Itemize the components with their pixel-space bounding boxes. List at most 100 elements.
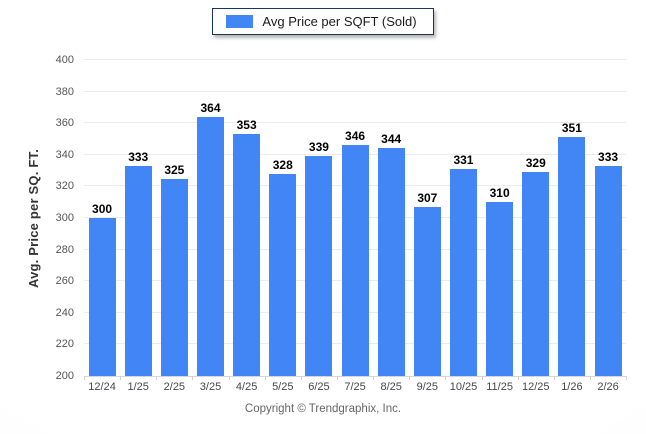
x-axis-baseline [84, 376, 626, 377]
x-tick-label: 7/25 [344, 381, 366, 393]
bar-slot: 333 [590, 151, 626, 376]
bar-slot: 346 [337, 130, 373, 376]
x-tick-label: 1/26 [561, 381, 583, 393]
x-tick [230, 376, 266, 380]
bar [377, 148, 405, 376]
x-tick [555, 376, 591, 380]
bar [341, 145, 369, 376]
bar-value-label: 353 [236, 118, 257, 133]
x-tick [85, 376, 122, 380]
y-tick-label: 380 [55, 85, 74, 98]
x-tick-label: 5/25 [272, 381, 294, 393]
bar-value-label: 310 [489, 186, 510, 201]
bar [124, 165, 152, 376]
y-tick-label: 360 [55, 117, 74, 130]
bar [594, 165, 622, 376]
y-tick-label: 240 [55, 306, 74, 319]
bar [88, 218, 116, 376]
bar-value-label: 339 [308, 140, 329, 155]
y-tick-label: 320 [55, 180, 74, 193]
y-tick-label: 300 [55, 212, 74, 224]
bar [413, 206, 441, 376]
x-tick-label: 6/25 [308, 381, 330, 393]
x-tick [302, 376, 338, 380]
bar-value-label: 329 [525, 156, 546, 171]
legend-swatch-icon [226, 15, 254, 28]
bar [269, 173, 297, 376]
x-tick-label: 9/25 [416, 381, 439, 393]
x-tick-label: 2/25 [163, 381, 186, 393]
x-tick-label: 4/25 [235, 381, 258, 393]
y-tick-label: 280 [55, 243, 74, 256]
x-axis-ticks [84, 376, 628, 380]
x-tick-label: 3/25 [199, 381, 222, 393]
y-tick-label: 340 [55, 148, 74, 161]
bar-value-label: 364 [200, 100, 221, 115]
x-tick [519, 376, 555, 380]
bar-slot: 344 [373, 133, 409, 376]
x-tick [483, 376, 519, 380]
gridline [84, 122, 626, 124]
x-tick [410, 376, 447, 380]
x-tick [193, 376, 230, 380]
bar-value-label: 344 [381, 132, 402, 147]
x-tick [374, 376, 411, 380]
x-tick-label: 1/25 [127, 381, 149, 393]
bar-slot: 351 [554, 122, 590, 376]
x-tick-label: 10/25 [449, 381, 478, 393]
bar [558, 137, 586, 376]
bar [305, 156, 333, 376]
bar-value-label: 331 [453, 153, 474, 168]
y-tick-label: 400 [55, 54, 74, 66]
gridline [84, 90, 626, 92]
bar-slot: 328 [265, 159, 301, 376]
bar-slot: 300 [84, 203, 120, 376]
y-tick-label: 220 [55, 338, 74, 351]
legend-wrap: Avg Price per SQFT (Sold) [0, 8, 646, 35]
y-axis-title: Avg. Price per SQ. FT. [26, 148, 41, 288]
bars-container: 300 333 325 364 353 328 339 346 344 307 331 310 329 3… [84, 60, 626, 376]
bar [486, 202, 514, 376]
x-tick [121, 376, 158, 380]
bar-slot: 339 [301, 141, 337, 376]
bar-value-label: 346 [345, 129, 366, 144]
footer-copyright: Copyright © Trendgraphix, Inc. [244, 403, 402, 415]
y-axis-labels: 200 220 240 260 280 300 320 340 360 380 400 [42, 54, 78, 382]
bar [449, 169, 477, 376]
bar-value-label: 351 [561, 121, 582, 136]
plot-area: 300 333 325 364 353 328 339 346 344 307 331 310 329 3… [84, 59, 626, 377]
bar-value-label: 328 [272, 157, 293, 172]
bar-value-label: 307 [417, 190, 438, 205]
x-tick-label: 11/25 [486, 381, 513, 393]
x-tick [338, 376, 375, 380]
bar-slot: 310 [482, 187, 518, 376]
x-tick [157, 376, 194, 380]
bar-slot: 364 [192, 102, 228, 376]
bar-value-label: 300 [92, 202, 113, 216]
x-tick-label: 12/25 [521, 381, 550, 393]
x-tick [591, 376, 628, 380]
bar-value-label: 333 [598, 149, 619, 164]
bar-slot: 331 [445, 154, 481, 376]
bar-slot: 329 [518, 157, 554, 376]
bar-slot: 307 [409, 192, 445, 376]
bar-slot: 353 [229, 119, 265, 376]
bar-value-label: 325 [164, 162, 185, 177]
bar [160, 178, 188, 376]
x-tick-label: 8/25 [380, 381, 402, 393]
bar [233, 134, 261, 376]
gridline [84, 59, 626, 60]
y-tick-label: 200 [55, 370, 74, 382]
x-tick [446, 376, 483, 380]
y-tick-label: 260 [55, 275, 74, 288]
legend-label: Avg Price per SQFT (Sold) [262, 14, 417, 29]
bar-slot: 333 [120, 151, 156, 376]
x-tick [266, 376, 302, 380]
x-tick-label: 12/24 [88, 381, 116, 393]
x-tick-label: 2/26 [597, 381, 619, 393]
bar-slot: 325 [156, 162, 192, 376]
bar [196, 116, 224, 376]
bar-value-label: 333 [128, 149, 149, 164]
legend: Avg Price per SQFT (Sold) [212, 8, 434, 35]
